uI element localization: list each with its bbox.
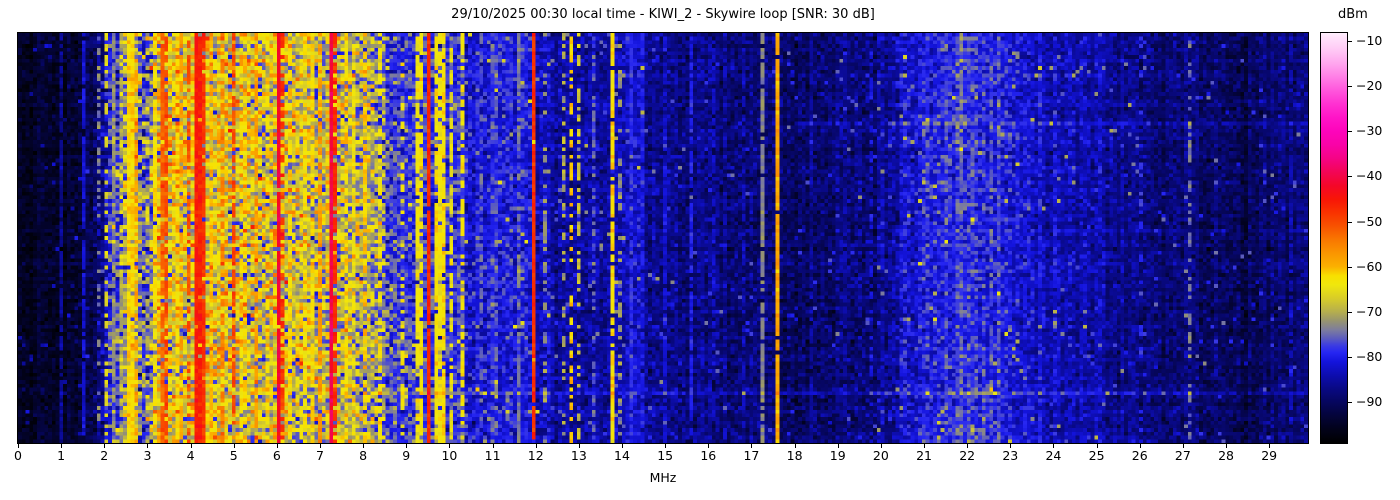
x-tick-mark: [406, 444, 408, 448]
x-tick-mark: [1010, 444, 1012, 448]
x-tick-mark: [967, 444, 969, 448]
colorbar-tick-label: −80: [1356, 348, 1383, 364]
x-tick-mark: [449, 444, 451, 448]
x-tick-mark: [578, 444, 580, 448]
x-tick-label: 13: [570, 448, 587, 463]
x-tick-mark: [104, 444, 106, 448]
x-tick-mark: [61, 444, 63, 448]
x-tick-label: 26: [1131, 448, 1148, 463]
x-tick-label: 24: [1045, 448, 1062, 463]
colorbar-tick-label: −40: [1356, 168, 1383, 184]
colorbar-tick-mark: [1348, 41, 1352, 43]
x-tick-label: 19: [829, 448, 846, 463]
x-tick-mark: [147, 444, 149, 448]
x-tick-mark: [190, 444, 192, 448]
x-tick-label: 16: [700, 448, 717, 463]
x-tick-label: 7: [316, 448, 324, 463]
colorbar-tick-label: −60: [1356, 258, 1383, 274]
x-tick-label: 2: [100, 448, 109, 463]
x-tick-mark: [1053, 444, 1055, 448]
x-tick-mark: [1096, 444, 1098, 448]
waterfall-plot-area: [17, 32, 1309, 444]
x-tick-label: 23: [1002, 448, 1019, 463]
x-tick-mark: [320, 444, 321, 448]
x-tick-label: 5: [229, 448, 238, 463]
colorbar-tick-mark: [1348, 401, 1352, 403]
colorbar-tick-mark: [1348, 356, 1352, 358]
x-tick-label: 3: [143, 448, 152, 463]
chart-title: 29/10/2025 00:30 local time - KIWI_2 - S…: [451, 7, 875, 22]
x-tick-mark: [665, 444, 667, 448]
colorbar-tick-label: −90: [1356, 393, 1383, 409]
x-tick-label: 9: [402, 448, 411, 463]
x-tick-label: 17: [743, 448, 760, 463]
x-tick-mark: [1139, 444, 1141, 448]
x-tick-label: 25: [1088, 448, 1105, 463]
x-tick-label: 15: [657, 448, 674, 463]
colorbar-tick-label: −20: [1356, 78, 1383, 94]
colorbar-tick-mark: [1348, 266, 1352, 268]
x-tick-mark: [492, 444, 494, 448]
x-tick-mark: [276, 444, 278, 448]
x-tick-label: 6: [272, 448, 281, 463]
x-tick-label: 11: [484, 448, 501, 463]
colorbar-tick-mark: [1348, 311, 1352, 313]
x-tick-label: 18: [786, 448, 803, 463]
x-tick-label: 27: [1174, 448, 1191, 463]
x-tick-label: 20: [872, 448, 889, 463]
waterfall-canvas: [18, 33, 1308, 443]
x-axis-label: MHz: [649, 470, 677, 485]
colorbar-tick-label: −50: [1356, 213, 1383, 229]
x-tick-mark: [1269, 444, 1271, 448]
colorbar-tick-label: −10: [1356, 33, 1383, 49]
x-tick-label: 28: [1218, 448, 1234, 463]
x-tick-mark: [363, 444, 365, 448]
colorbar: [1320, 32, 1348, 444]
x-tick-mark: [18, 444, 19, 448]
x-tick-mark: [622, 444, 623, 448]
x-tick-mark: [233, 444, 235, 448]
x-tick-label: 29: [1261, 448, 1278, 463]
x-tick-mark: [924, 444, 926, 448]
colorbar-tick-mark: [1348, 176, 1352, 178]
x-tick-label: 10: [441, 448, 458, 463]
x-tick-label: 12: [527, 448, 544, 463]
x-tick-label: 21: [916, 448, 932, 463]
colorbar-tick-label: −70: [1356, 303, 1383, 319]
colorbar-label: dBm: [1338, 7, 1368, 22]
x-tick-mark: [1182, 444, 1184, 448]
x-tick-mark: [1226, 444, 1228, 448]
x-tick-mark: [837, 444, 839, 448]
x-tick-mark: [880, 444, 882, 448]
x-tick-mark: [708, 444, 710, 448]
x-tick-label: 22: [959, 448, 976, 463]
x-tick-label: 8: [359, 448, 368, 463]
x-tick-label: 1: [57, 448, 66, 463]
colorbar-tick-mark: [1348, 221, 1352, 223]
colorbar-tick-mark: [1348, 131, 1352, 133]
colorbar-tick-mark: [1348, 86, 1352, 88]
x-tick-label: 0: [14, 448, 22, 463]
x-tick-mark: [794, 444, 796, 448]
x-tick-mark: [751, 444, 753, 448]
x-tick-label: 4: [186, 448, 195, 463]
x-tick-mark: [535, 444, 537, 448]
x-tick-label: 14: [614, 448, 630, 463]
colorbar-tick-label: −30: [1356, 123, 1383, 139]
